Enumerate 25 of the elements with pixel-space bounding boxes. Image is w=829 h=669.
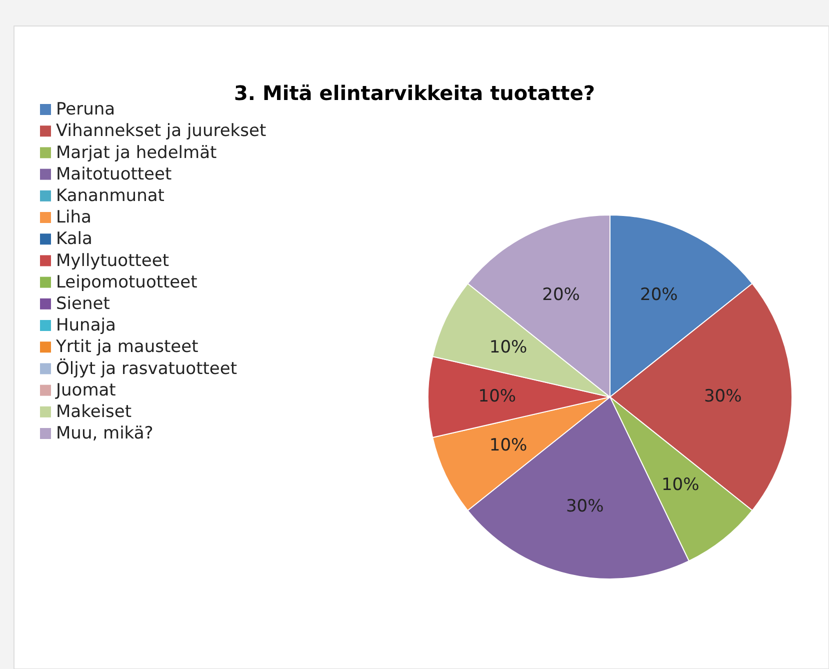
legend-label: Kananmunat <box>56 186 165 206</box>
data-label: 10% <box>489 436 528 456</box>
legend-label: Maitotuotteet <box>56 164 172 184</box>
legend-label: Sienet <box>56 294 110 314</box>
legend-label: Juomat <box>55 380 116 400</box>
data-label: 10% <box>661 474 700 495</box>
legend-label: Öljyt ja rasvatuotteet <box>56 358 238 379</box>
legend-label: Hunaja <box>56 316 116 336</box>
legend-label: Myllytuotteet <box>56 250 170 271</box>
data-label: 30% <box>704 386 742 407</box>
data-label: 10% <box>478 386 516 407</box>
legend-label: Muu, mikä? <box>56 424 154 444</box>
chart-title: 3. Mitä elintarvikkeita tuotatte? <box>234 81 595 105</box>
legend-label: Kala <box>56 229 92 250</box>
legend-label: Marjat ja hedelmät <box>56 142 218 163</box>
legend-label: Yrtit ja mausteet <box>55 337 199 358</box>
data-label: 20% <box>542 284 580 305</box>
legend-label: Liha <box>56 208 92 228</box>
data-label: 30% <box>566 496 604 517</box>
legend-label: Makeiset <box>56 402 132 422</box>
data-label: 20% <box>640 284 678 305</box>
legend-label: Leipomotuotteet <box>56 272 198 292</box>
legend-label: Peruna <box>56 100 116 120</box>
legend-label: Vihannekset ja juurekset <box>56 121 266 142</box>
data-label: 10% <box>489 338 528 358</box>
